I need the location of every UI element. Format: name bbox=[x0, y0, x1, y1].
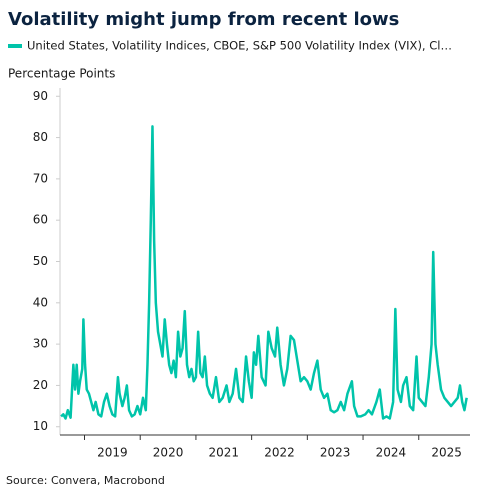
chart-title: Volatility might jump from recent lows bbox=[8, 9, 399, 30]
y-tick-label: 40 bbox=[33, 295, 48, 309]
y-tick-label: 10 bbox=[33, 419, 48, 433]
y-tick-label: 50 bbox=[33, 254, 48, 268]
x-tick-label: 2023 bbox=[320, 446, 351, 460]
legend-swatch bbox=[8, 44, 22, 48]
x-tick-label: 2019 bbox=[97, 446, 128, 460]
y-tick-label: 90 bbox=[33, 89, 48, 103]
legend-label: United States, Volatility Indices, CBOE,… bbox=[27, 39, 452, 53]
y-tick-label: 70 bbox=[33, 171, 48, 185]
x-tick-label: 2021 bbox=[209, 446, 240, 460]
y-tick-label: 60 bbox=[33, 213, 48, 227]
x-tick-label: 2020 bbox=[153, 446, 184, 460]
y-axis-label: Percentage Points bbox=[8, 67, 115, 81]
y-tick-label: 20 bbox=[33, 378, 48, 392]
source: Source: Convera, Macrobond bbox=[6, 474, 165, 487]
y-tick-label: 80 bbox=[33, 130, 48, 144]
x-tick-label: 2025 bbox=[431, 446, 462, 460]
x-tick-label: 2024 bbox=[376, 446, 407, 460]
x-tick-label: 2022 bbox=[264, 446, 295, 460]
series-line bbox=[60, 125, 468, 420]
y-tick-label: 30 bbox=[33, 337, 48, 351]
